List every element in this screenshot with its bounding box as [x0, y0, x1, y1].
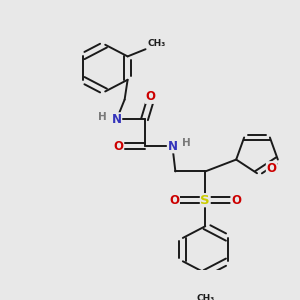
Text: O: O — [146, 90, 155, 103]
Text: H: H — [182, 138, 191, 148]
Text: O: O — [231, 194, 241, 207]
Text: S: S — [200, 194, 210, 207]
Text: N: N — [167, 140, 177, 153]
Text: H: H — [98, 112, 107, 122]
Text: N: N — [112, 113, 122, 126]
Text: CH₃: CH₃ — [196, 294, 214, 300]
Text: O: O — [169, 194, 179, 207]
Text: O: O — [114, 140, 124, 153]
Text: O: O — [266, 162, 276, 175]
Text: CH₃: CH₃ — [148, 39, 166, 48]
